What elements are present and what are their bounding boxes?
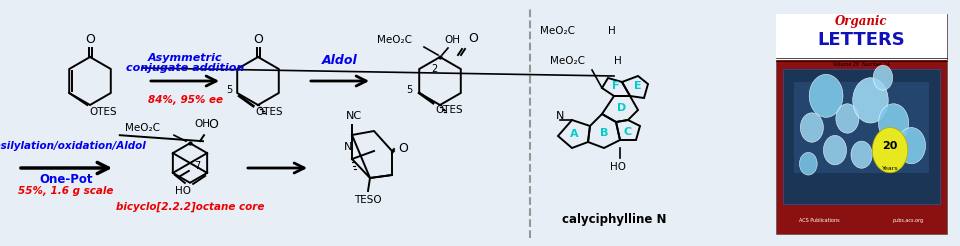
Text: 55%, 1.6 g scale: 55%, 1.6 g scale (18, 186, 113, 196)
Text: One-Pot: One-Pot (39, 173, 93, 186)
Text: 5: 5 (406, 85, 413, 95)
Text: Asymmetric: Asymmetric (148, 53, 223, 63)
Text: HO: HO (610, 162, 626, 172)
Bar (783, 69, 940, 204)
Text: OTES: OTES (89, 107, 117, 117)
Text: N: N (344, 142, 352, 152)
Text: Organic: Organic (835, 15, 888, 29)
Text: O: O (208, 118, 218, 131)
Text: MeO₂C: MeO₂C (540, 26, 575, 36)
Circle shape (878, 104, 909, 142)
Text: MeO₂C: MeO₂C (125, 123, 160, 133)
Text: OTES: OTES (435, 105, 463, 115)
Circle shape (824, 136, 847, 165)
Bar (794, 82, 929, 173)
Text: conjugate addition: conjugate addition (126, 63, 244, 73)
Text: E: E (635, 81, 642, 91)
Circle shape (874, 65, 893, 90)
Text: Desilylation/oxidation/Aldol: Desilylation/oxidation/Aldol (0, 141, 146, 151)
Circle shape (851, 141, 873, 168)
Text: H: H (614, 56, 622, 66)
Text: 2: 2 (431, 64, 437, 74)
Text: B: B (600, 128, 609, 138)
Text: HO: HO (175, 186, 191, 196)
Circle shape (836, 104, 859, 133)
Circle shape (809, 74, 843, 117)
Text: F: F (612, 81, 620, 91)
Text: O: O (468, 32, 478, 45)
Text: 5: 5 (227, 85, 232, 95)
Text: C: C (624, 127, 632, 137)
Text: calyciphylline N: calyciphylline N (562, 213, 666, 226)
Text: H: H (608, 26, 615, 36)
Text: MeO₂C: MeO₂C (550, 56, 585, 66)
Text: D: D (617, 103, 627, 113)
Text: O: O (253, 33, 263, 46)
Text: 20: 20 (882, 141, 898, 151)
Text: LETTERS: LETTERS (818, 31, 905, 49)
Text: O: O (398, 142, 408, 155)
Text: Aldol: Aldol (323, 54, 358, 67)
Circle shape (801, 113, 824, 142)
Text: N: N (556, 111, 564, 121)
Text: O: O (85, 33, 95, 46)
Text: ACS Publications: ACS Publications (800, 218, 840, 223)
Text: Years: Years (881, 166, 899, 171)
Bar (777, 14, 947, 60)
Text: OH: OH (194, 119, 210, 129)
Text: bicyclo[2.2.2]octane core: bicyclo[2.2.2]octane core (116, 202, 264, 212)
Text: pubs.acs.org: pubs.acs.org (893, 218, 924, 223)
Circle shape (852, 78, 888, 123)
Text: OH: OH (444, 35, 460, 45)
Text: A: A (569, 129, 578, 139)
Circle shape (897, 127, 925, 164)
Circle shape (800, 153, 817, 175)
Text: NC: NC (346, 111, 362, 121)
Text: OTES: OTES (255, 107, 283, 117)
Circle shape (873, 127, 908, 173)
Text: TESO: TESO (354, 195, 382, 205)
Text: MeO₂C: MeO₂C (377, 35, 412, 45)
Text: Volume 20  Number 14: Volume 20 Number 14 (833, 62, 890, 67)
Text: 84%, 95% ee: 84%, 95% ee (148, 95, 223, 105)
Text: 7: 7 (194, 161, 201, 171)
